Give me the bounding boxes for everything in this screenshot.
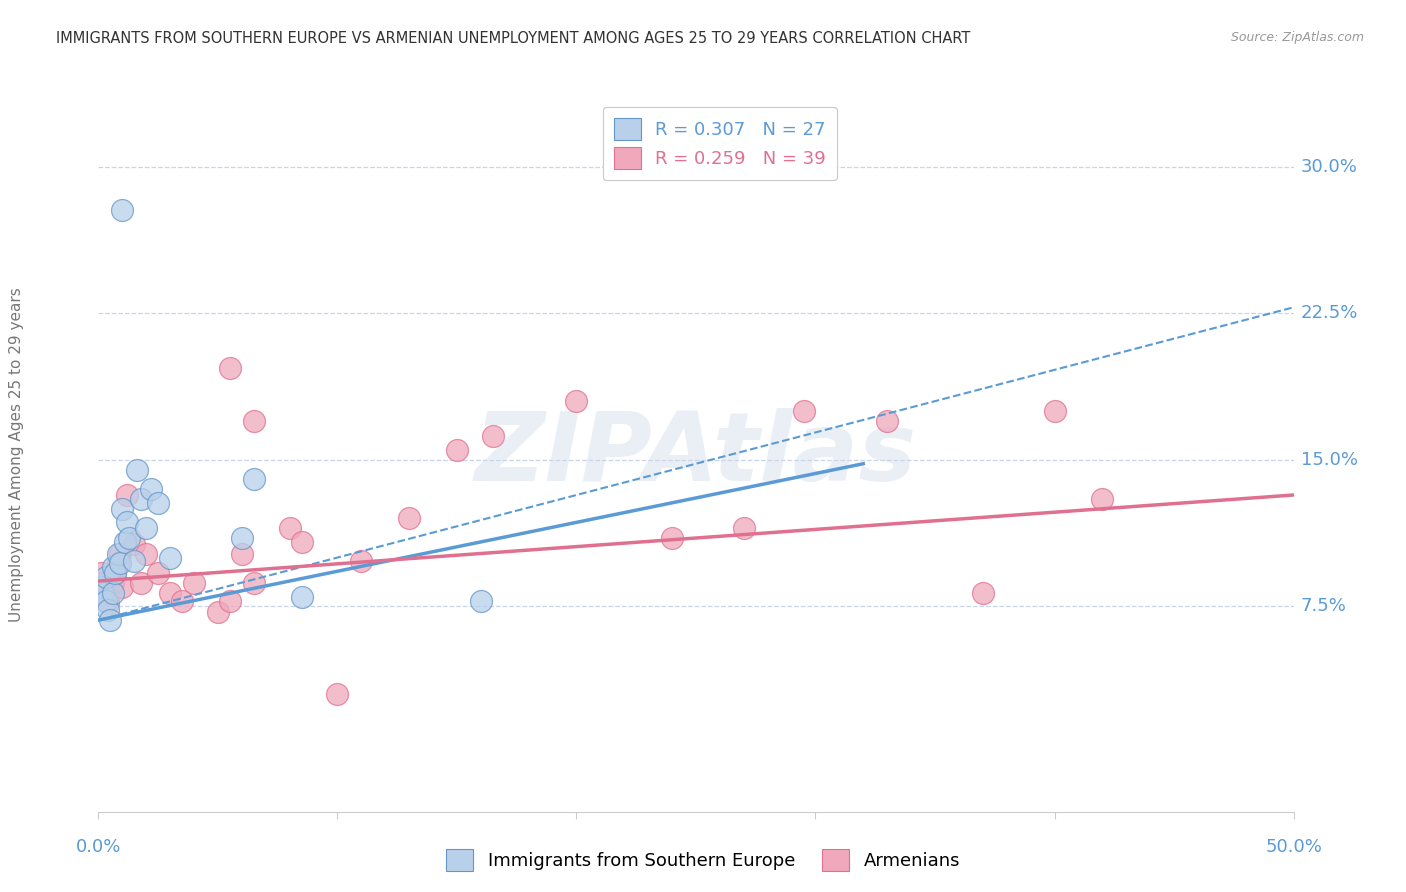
Point (231, 547, 253, 561)
Point (108, 547, 131, 561)
Point (94, 586, 117, 600)
Point (148, 566, 170, 581)
Point (481, 429, 505, 443)
Text: 7.5%: 7.5% (1301, 598, 1347, 615)
Point (104, 566, 127, 581)
Point (135, 521, 157, 535)
Point (124, 554, 146, 568)
Point (94, 593, 117, 607)
Point (131, 491, 153, 506)
Point (91, 586, 114, 600)
Point (111, 202, 134, 217)
Point (90, 580, 112, 594)
Point (470, 593, 492, 607)
Point (278, 521, 301, 535)
Point (172, 593, 194, 607)
Point (231, 531, 253, 545)
Point (398, 511, 420, 525)
Point (90, 566, 112, 581)
Point (159, 586, 181, 600)
Text: ZIPAtlas: ZIPAtlas (475, 409, 917, 501)
Point (114, 535, 136, 549)
Point (124, 537, 146, 551)
Point (97, 595, 120, 609)
Point (207, 605, 229, 619)
Point (98, 613, 122, 627)
Point (104, 566, 127, 581)
Point (876, 414, 898, 428)
Point (94, 570, 117, 584)
Point (118, 531, 141, 545)
Point (101, 560, 124, 574)
Legend: Immigrants from Southern Europe, Armenians: Immigrants from Southern Europe, Armenia… (439, 842, 967, 879)
Point (108, 557, 131, 571)
Point (131, 576, 153, 591)
Text: IMMIGRANTS FROM SOUTHERN EUROPE VS ARMENIAN UNEMPLOYMENT AMONG AGES 25 TO 29 YEA: IMMIGRANTS FROM SOUTHERN EUROPE VS ARMEN… (56, 31, 970, 46)
Point (115, 488, 138, 502)
Point (350, 554, 373, 568)
Point (125, 462, 148, 476)
Text: 22.5%: 22.5% (1301, 304, 1358, 322)
Point (243, 414, 266, 428)
Point (101, 586, 124, 600)
Point (101, 576, 124, 591)
Point (219, 593, 242, 607)
Point (148, 496, 170, 510)
Point (219, 360, 242, 375)
Point (183, 576, 205, 591)
Text: 50.0%: 50.0% (1265, 838, 1322, 856)
Point (661, 531, 683, 545)
Point (290, 535, 312, 549)
Point (972, 586, 994, 600)
Text: 15.0%: 15.0% (1301, 450, 1358, 469)
Point (111, 501, 134, 516)
Legend: R = 0.307   N = 27, R = 0.259   N = 39: R = 0.307 N = 27, R = 0.259 N = 39 (603, 107, 837, 180)
Point (111, 580, 134, 594)
Point (139, 482, 162, 496)
Point (1043, 404, 1066, 418)
Point (107, 547, 129, 561)
Point (243, 472, 266, 486)
Point (1091, 491, 1114, 506)
Text: 30.0%: 30.0% (1301, 158, 1357, 176)
Point (290, 590, 312, 604)
Point (98, 586, 122, 600)
Point (733, 521, 755, 535)
Point (135, 547, 157, 561)
Point (107, 557, 129, 571)
Text: 0.0%: 0.0% (76, 838, 121, 856)
Point (565, 394, 588, 409)
Point (243, 576, 266, 591)
Point (115, 516, 138, 530)
Point (793, 404, 815, 418)
Point (91, 576, 114, 591)
Point (159, 550, 181, 565)
Point (97, 603, 120, 617)
Point (446, 443, 468, 458)
Text: Source: ZipAtlas.com: Source: ZipAtlas.com (1230, 31, 1364, 45)
Text: Unemployment Among Ages 25 to 29 years: Unemployment Among Ages 25 to 29 years (10, 287, 24, 623)
Point (326, 687, 349, 701)
